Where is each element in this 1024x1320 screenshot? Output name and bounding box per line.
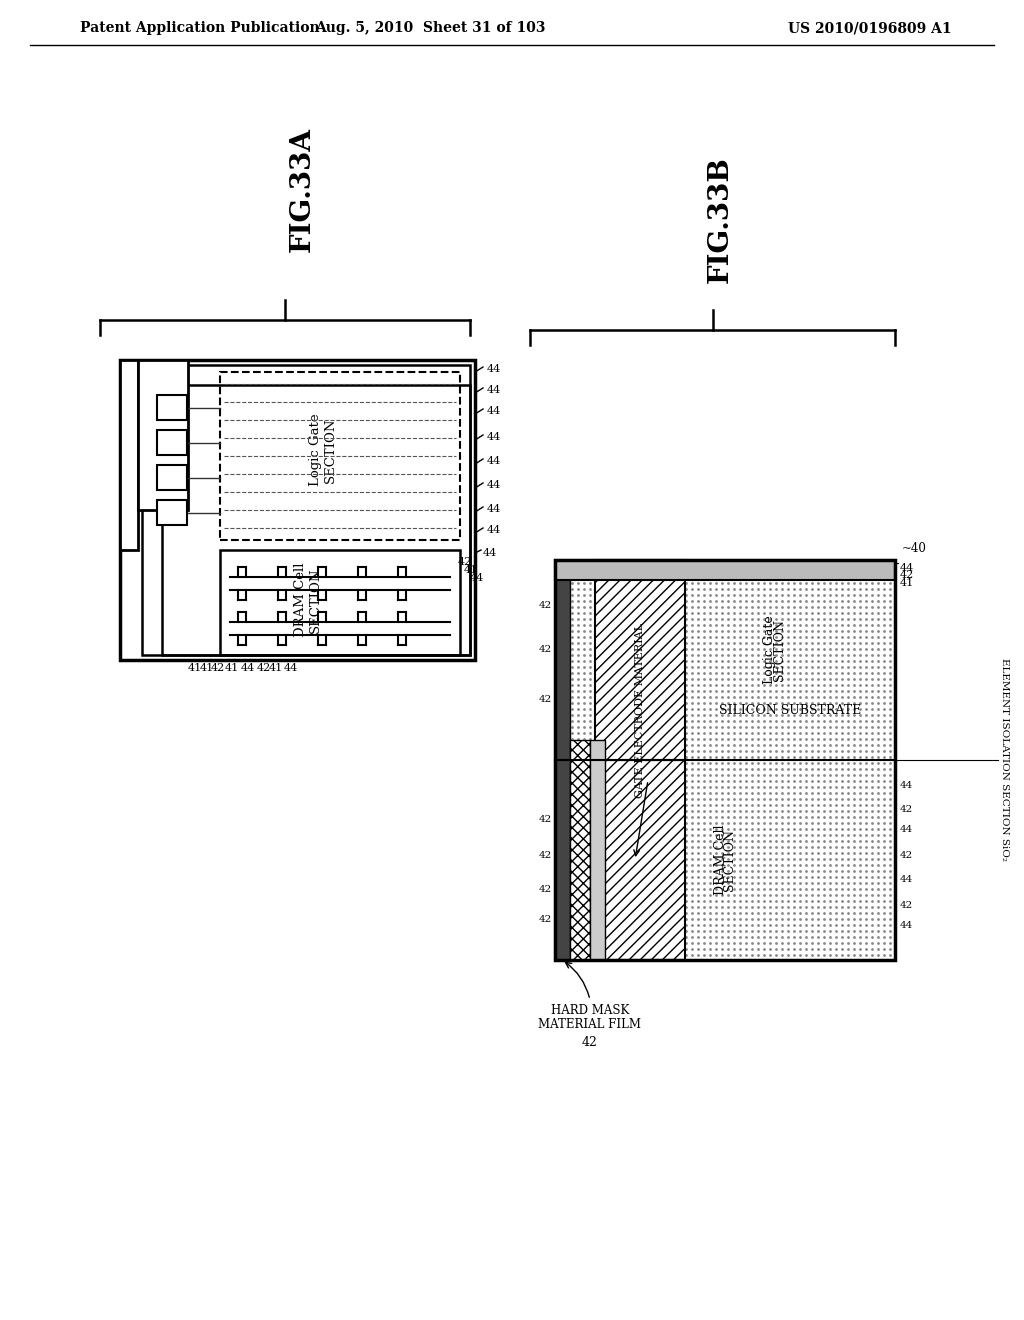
Bar	[157, 465, 187, 490]
Text: 41: 41	[269, 663, 283, 673]
Text: Patent Application Publication: Patent Application Publication	[80, 21, 319, 36]
Text: 44: 44	[487, 504, 502, 513]
Text: HARD MASK: HARD MASK	[551, 1003, 629, 1016]
Text: 42: 42	[900, 900, 913, 909]
Text: 42: 42	[900, 850, 913, 859]
Bar	[555, 560, 895, 579]
Text: SECTION: SECTION	[724, 829, 736, 891]
Text: 44: 44	[900, 564, 914, 573]
Text: FIG.33B: FIG.33B	[707, 157, 733, 284]
Text: Aug. 5, 2010  Sheet 31 of 103: Aug. 5, 2010 Sheet 31 of 103	[314, 21, 545, 36]
Text: 42: 42	[900, 570, 914, 579]
Text: 44: 44	[284, 663, 298, 673]
Text: 41: 41	[225, 663, 240, 673]
Text: 41: 41	[187, 663, 202, 673]
Text: 44: 44	[900, 920, 913, 929]
Bar	[570, 741, 590, 960]
Text: FIG.33A: FIG.33A	[289, 128, 315, 252]
Text: GATE ELECTRODE MATERIAL: GATE ELECTRODE MATERIAL	[635, 623, 645, 797]
Text: 42: 42	[900, 805, 913, 814]
Bar	[595, 560, 685, 760]
Text: SILICON SUBSTRATE: SILICON SUBSTRATE	[719, 704, 861, 717]
Text: ELEMENT ISOLATION SECTION SiO₂: ELEMENT ISOLATION SECTION SiO₂	[1000, 659, 1010, 862]
Bar	[138, 360, 188, 510]
Bar	[590, 741, 605, 960]
Text: 42: 42	[458, 557, 472, 568]
Text: 44: 44	[487, 455, 502, 466]
Text: 44: 44	[487, 432, 502, 442]
Text: 41: 41	[200, 663, 214, 673]
Text: 42: 42	[539, 696, 552, 705]
Text: Logic Gate: Logic Gate	[764, 615, 776, 684]
Text: 44: 44	[900, 780, 913, 789]
Bar	[142, 366, 470, 655]
Text: 44: 44	[487, 385, 502, 395]
Text: SECTION: SECTION	[308, 568, 322, 632]
Bar	[120, 360, 138, 550]
Text: 41: 41	[464, 565, 478, 576]
Text: 44: 44	[900, 875, 913, 884]
Text: US 2010/0196809 A1: US 2010/0196809 A1	[788, 21, 952, 36]
Text: 42: 42	[539, 850, 552, 859]
Text: 44: 44	[487, 480, 502, 490]
Text: 44: 44	[487, 525, 502, 535]
Bar	[555, 560, 895, 960]
Text: 41: 41	[900, 578, 914, 587]
Text: 44: 44	[470, 573, 484, 583]
Text: ~40: ~40	[902, 543, 927, 554]
Text: Logic Gate: Logic Gate	[308, 413, 322, 486]
Text: 44: 44	[241, 663, 255, 673]
Text: SECTION: SECTION	[773, 619, 786, 681]
Bar	[157, 430, 187, 455]
Text: 42: 42	[211, 663, 225, 673]
Text: DRAM Cell: DRAM Cell	[714, 825, 726, 895]
Text: 42: 42	[539, 916, 552, 924]
Text: 42: 42	[539, 645, 552, 655]
Bar	[157, 395, 187, 420]
Text: 44: 44	[487, 407, 502, 416]
Text: 44: 44	[900, 825, 913, 834]
Text: 42: 42	[539, 886, 552, 895]
Text: MATERIAL FILM: MATERIAL FILM	[539, 1019, 641, 1031]
Bar	[157, 500, 187, 525]
Bar	[220, 372, 460, 540]
Bar	[162, 385, 470, 655]
Text: 42: 42	[539, 601, 552, 610]
Bar	[120, 360, 475, 660]
Text: 42: 42	[582, 1035, 598, 1048]
Text: DRAM Cell: DRAM Cell	[294, 562, 306, 638]
Text: 44: 44	[483, 548, 498, 558]
Bar	[555, 760, 685, 960]
Bar	[220, 550, 460, 655]
Bar	[555, 560, 570, 960]
Text: 42: 42	[257, 663, 271, 673]
Text: 44: 44	[487, 364, 502, 374]
Text: 42: 42	[539, 816, 552, 825]
Text: SECTION: SECTION	[324, 417, 337, 483]
